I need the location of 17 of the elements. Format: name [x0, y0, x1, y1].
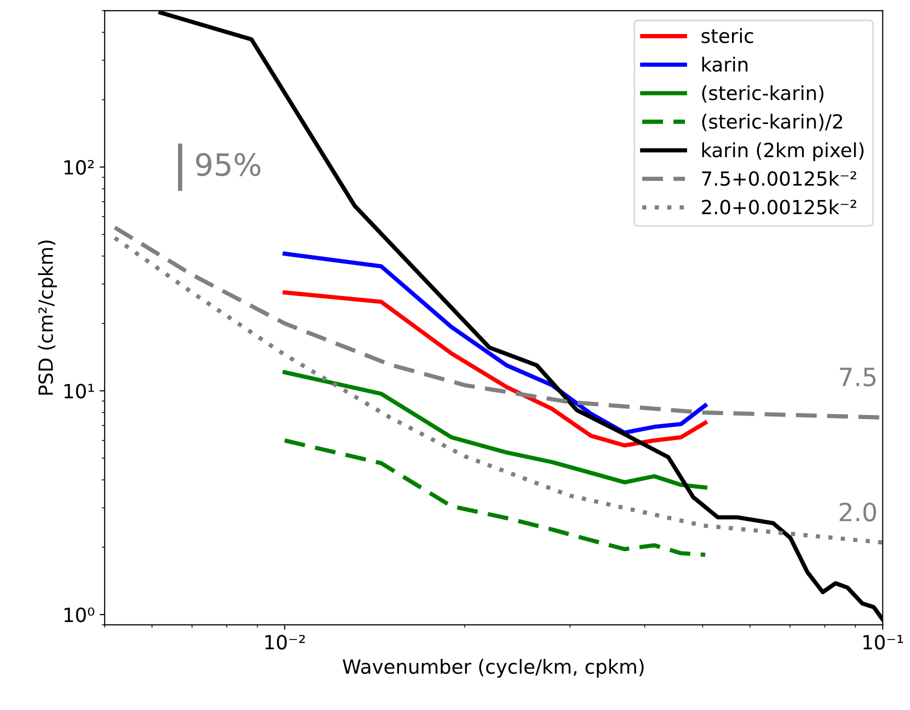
- legend-label: karin: [702, 56, 748, 72]
- y-tick-label: 10²: [64, 160, 94, 175]
- annotation: 7.5: [840, 368, 876, 386]
- y-axis-title: PSD (cm²/cpkm): [38, 240, 57, 395]
- legend-label: 2.0+0.00125k⁻²: [702, 199, 856, 214]
- legend-label: (steric-karin): [702, 85, 824, 103]
- legend-label: steric: [702, 28, 754, 44]
- legend-label: karin (2km pixel): [702, 142, 864, 162]
- y-tick-label: 10⁰: [64, 608, 94, 622]
- legend-label: 7.5+0.00125k⁻²: [702, 170, 856, 186]
- x-tick-label: 10⁻²: [265, 634, 305, 650]
- x-axis-title: Wavenumber (cycle/km, cpkm): [342, 658, 644, 678]
- annotation: 2.0: [840, 502, 876, 522]
- annotation: 95%: [196, 153, 260, 176]
- legend-label: (steric-karin)/2: [702, 114, 842, 132]
- x-tick-label: 10⁻¹: [863, 634, 904, 650]
- y-tick-label: 10¹: [64, 384, 94, 398]
